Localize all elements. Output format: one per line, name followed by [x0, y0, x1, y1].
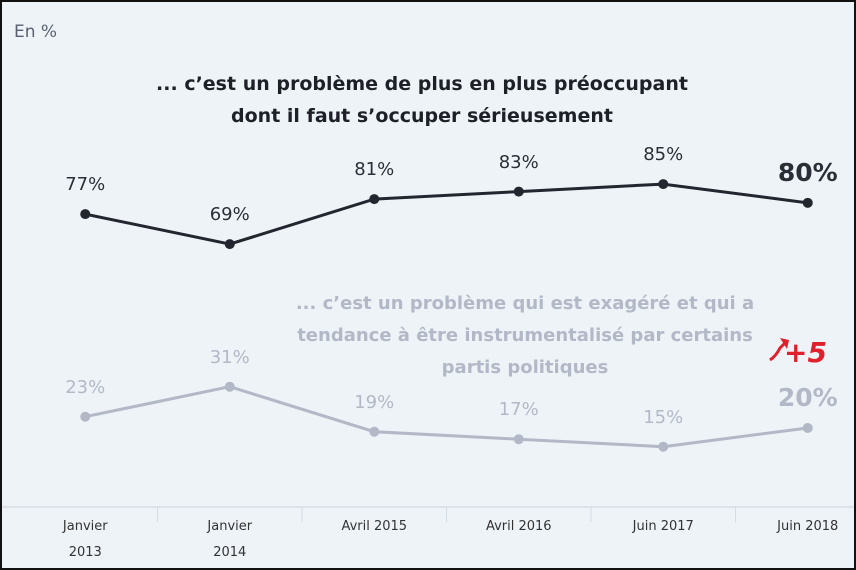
x-tick-label: Juin 2018 [777, 519, 839, 534]
x-tick-label: Juin 2017 [632, 519, 694, 534]
unit-label: En % [14, 22, 58, 42]
value-label: 85% [643, 144, 684, 166]
value-label: 83% [498, 151, 539, 173]
value-label: 20% [777, 382, 838, 412]
value-label: 15% [643, 406, 684, 428]
data-point [802, 422, 813, 433]
annotation: +5 [784, 336, 827, 369]
data-point [658, 179, 669, 190]
data-point [224, 381, 235, 392]
series-line [84, 182, 808, 246]
data-point [513, 434, 524, 445]
value-label: 19% [354, 391, 395, 413]
data-point [658, 441, 669, 452]
data-point [80, 411, 91, 422]
x-tick-label: Janvier 2013 [62, 519, 108, 560]
data-point [513, 186, 524, 197]
value-label: 80% [777, 157, 838, 187]
data-point [369, 194, 380, 205]
data-point [80, 209, 91, 220]
x-tick-label: Janvier 2014 [207, 519, 253, 560]
value-label: 77% [65, 174, 106, 196]
data-point [224, 239, 235, 250]
series-name: ... c’est un problème qui est exagéré et… [295, 293, 755, 378]
value-label: 23% [65, 376, 106, 398]
x-tick-label: Avril 2015 [341, 519, 408, 534]
value-label: 17% [498, 399, 539, 421]
data-point [369, 426, 380, 437]
value-label: 31% [209, 346, 250, 368]
data-point [802, 197, 813, 208]
x-tick-label: Avril 2016 [485, 519, 552, 534]
annotation-arrow [769, 340, 788, 362]
series-name: ... c’est un problème de plus en plus pr… [156, 73, 688, 127]
value-label: 81% [354, 159, 395, 181]
annotation-arrowhead [780, 338, 789, 349]
series-line [84, 385, 808, 449]
value-label: 69% [209, 204, 250, 226]
